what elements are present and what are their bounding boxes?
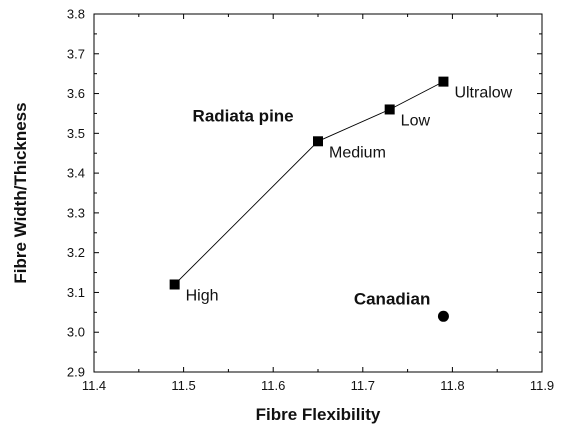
y-tick-labels: 2.9 3.0 3.1 3.2 3.3 3.4 3.5 3.6 3.7 3.8 (67, 7, 85, 380)
square-marker (313, 136, 323, 147)
x-tick-label: 11.9 (530, 378, 554, 393)
y-tick-label: 3.1 (67, 285, 85, 300)
series-line (174, 81, 444, 285)
point-label: High (186, 287, 219, 304)
y-tick-label: 3.3 (67, 205, 85, 220)
square-marker (438, 76, 449, 87)
y-tick-label: 3.7 (67, 46, 85, 61)
y-tick-label: 3.5 (67, 126, 85, 141)
annotations: Radiata pine Canadian (193, 106, 431, 308)
x-tick-labels: 11.4 11.5 11.6 11.7 11.8 11.9 (82, 378, 554, 393)
y-tick-label: 3.6 (67, 86, 85, 101)
series-annotation: Radiata pine (193, 106, 294, 125)
y-tick-label: 3.2 (67, 245, 85, 260)
square-marker (384, 104, 395, 115)
y-tick-label: 3.4 (67, 166, 85, 181)
series-lines (174, 81, 444, 285)
point-labels: High Medium Low Ultralow (186, 85, 513, 305)
x-tick-label: 11.6 (261, 378, 285, 393)
y-tick-label: 3.0 (67, 325, 85, 340)
x-tick-label: 11.7 (351, 378, 375, 393)
point-label: Ultralow (454, 85, 512, 102)
y-tick-label: 2.9 (67, 365, 85, 380)
y-tick-label: 3.8 (67, 7, 85, 22)
x-axis-title: Fibre Flexibility (256, 405, 381, 424)
plot-frame (93, 13, 543, 373)
axis-ticks (93, 13, 543, 373)
point-label: Medium (329, 144, 386, 161)
square-marker (169, 279, 180, 290)
y-axis-title: Fibre Width/Thickness (11, 102, 30, 283)
data-points (169, 76, 449, 322)
series-annotation: Canadian (354, 289, 431, 308)
point-label: Low (401, 112, 431, 129)
x-tick-label: 11.5 (171, 378, 195, 393)
circle-marker (437, 310, 449, 322)
x-tick-label: 11.8 (440, 378, 464, 393)
x-tick-label: 11.4 (82, 378, 106, 393)
